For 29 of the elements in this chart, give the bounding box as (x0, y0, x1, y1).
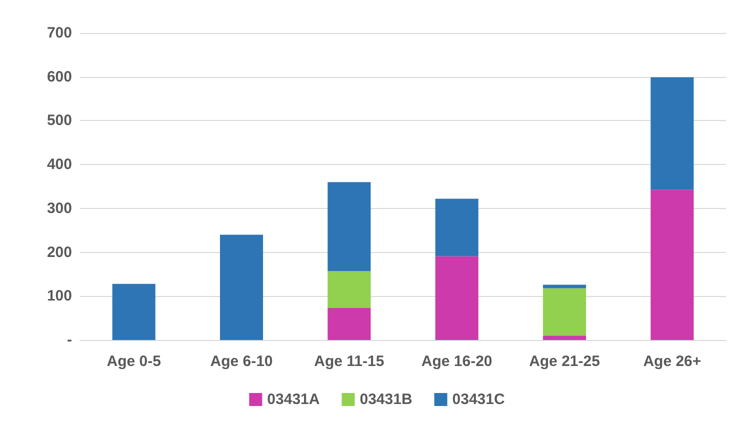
bar (650, 77, 694, 190)
bar (542, 284, 586, 288)
x-tick-label: Age 11-15 (314, 353, 384, 370)
bar (328, 308, 371, 340)
y-tick-label: 500 (46, 112, 72, 130)
bar (328, 271, 371, 308)
y-tick-label: - (67, 332, 72, 348)
y-tick-label: 100 (46, 288, 72, 305)
bar (220, 234, 264, 340)
legend-label: 03431C (452, 391, 505, 408)
bar (650, 190, 694, 340)
bar (542, 336, 586, 340)
legend-label: 03431B (360, 391, 412, 408)
y-tick-label: 600 (46, 68, 72, 86)
x-tick-label: Age 16-20 (421, 353, 492, 370)
bar (112, 284, 156, 340)
y-tick-label: 200 (46, 244, 72, 261)
bar (542, 288, 586, 336)
x-tick-label: Age 6-10 (210, 353, 273, 370)
y-tick-label: 300 (46, 200, 72, 217)
bar (435, 198, 478, 256)
bar (435, 256, 478, 340)
legend-label: 03431A (267, 391, 320, 408)
x-tick-label: Age 26+ (643, 353, 702, 370)
bar (328, 182, 371, 272)
y-tick-label: 400 (46, 156, 72, 174)
x-tick-label: Age 0-5 (106, 353, 161, 370)
y-tick-label: 700 (46, 24, 72, 42)
x-tick-label: Age 21-25 (529, 353, 600, 370)
